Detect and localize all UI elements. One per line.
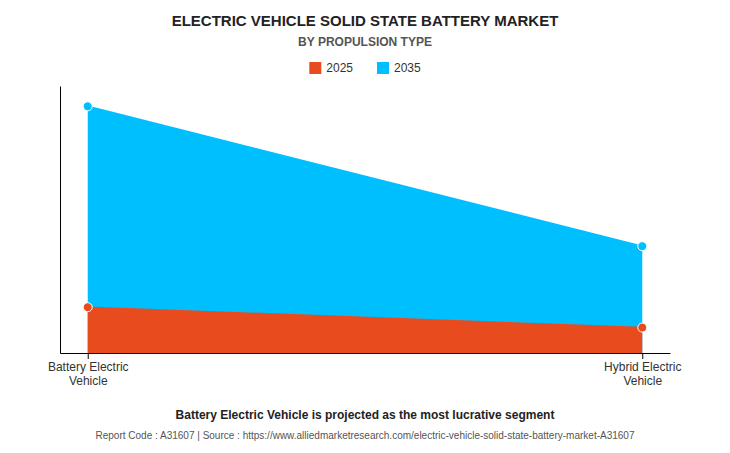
marks xyxy=(83,102,647,353)
x-tick-label: Battery ElectricVehicle xyxy=(48,360,129,388)
x-tick-mark xyxy=(642,353,643,359)
marker xyxy=(83,303,92,312)
x-tick-mark xyxy=(88,353,89,359)
annotation: Battery Electric Vehicle is projected as… xyxy=(176,408,555,422)
x-tick: Battery ElectricVehicle xyxy=(48,353,129,388)
legend: 2025 2035 xyxy=(309,61,421,75)
legend-item: 2035 xyxy=(377,61,421,75)
legend-item: 2025 xyxy=(309,61,353,75)
y-axis xyxy=(60,87,61,354)
legend-label: 2035 xyxy=(394,61,421,75)
y-axis-line xyxy=(60,87,61,354)
x-axis-line xyxy=(61,353,671,354)
plot: Battery ElectricVehicle Hybrid ElectricVe… xyxy=(48,87,682,388)
area xyxy=(88,106,643,353)
line xyxy=(88,106,643,246)
x-tick-label: Hybrid ElectricVehicle xyxy=(604,360,681,388)
marker xyxy=(638,323,647,332)
marker xyxy=(638,242,647,251)
marker xyxy=(83,102,92,111)
legend-swatch xyxy=(309,62,321,74)
legend-label: 2025 xyxy=(326,61,353,75)
title: ELECTRIC VEHICLE SOLID STATE BATTERY MAR… xyxy=(172,12,559,29)
chart: ELECTRIC VEHICLE SOLID STATE BATTERY MAR… xyxy=(0,0,730,453)
subtitle: BY PROPULSION TYPE xyxy=(298,35,432,49)
line xyxy=(88,307,643,327)
legend-swatch xyxy=(377,62,389,74)
annotation: Report Code : A31607 | Source : https://… xyxy=(96,430,635,441)
area xyxy=(88,307,643,353)
x-axis: Battery ElectricVehicle Hybrid ElectricVe… xyxy=(48,353,682,388)
x-tick: Hybrid ElectricVehicle xyxy=(604,353,681,388)
